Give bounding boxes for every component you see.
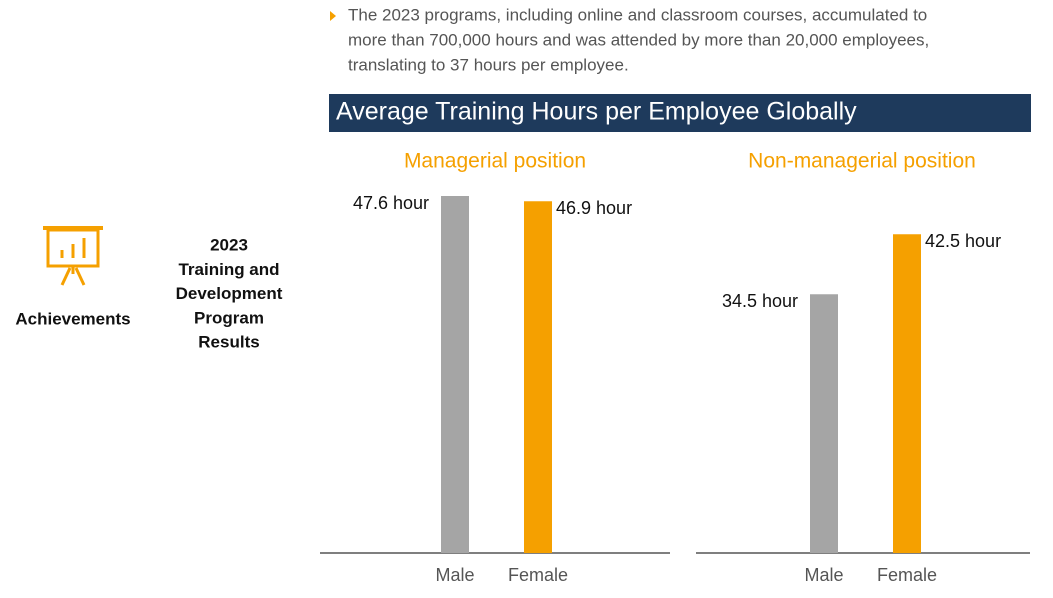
section-label: Achievements <box>15 309 130 328</box>
value-label: 47.6 hour <box>353 193 429 213</box>
x-tick-label: Male <box>804 565 843 585</box>
program-title: 2023 Training and Development Program Result… <box>176 235 283 351</box>
bar <box>441 196 469 553</box>
presentation-icon <box>43 226 103 286</box>
program-title-line: Development <box>176 284 283 303</box>
bullet-text: The 2023 programs, including online and … <box>348 5 929 74</box>
value-label: 34.5 hour <box>722 291 798 311</box>
x-tick-label: Female <box>877 565 937 585</box>
bar <box>893 234 921 553</box>
x-tick-label: Female <box>508 565 568 585</box>
chart-title: Managerial position <box>404 150 586 173</box>
program-title-line: Results <box>198 333 259 352</box>
bar <box>524 201 552 553</box>
program-title-line: Training and <box>178 260 279 279</box>
x-tick-label: Male <box>435 565 474 585</box>
value-label: 42.5 hour <box>925 231 1001 251</box>
program-title-line: Program <box>194 308 264 327</box>
bullet-marker <box>330 11 336 21</box>
bullet-line: translating to 37 hours per employee. <box>348 55 629 74</box>
chart-title: Non-managerial position <box>748 150 976 173</box>
value-label: 46.9 hour <box>556 198 632 218</box>
program-title-line: 2023 <box>210 235 248 254</box>
bullet-line: more than 700,000 hours and was attended… <box>348 30 929 49</box>
bar <box>810 294 838 553</box>
banner-title: Average Training Hours per Employee Glob… <box>336 98 857 126</box>
bullet-line: The 2023 programs, including online and … <box>348 5 927 24</box>
banner <box>329 94 1031 132</box>
